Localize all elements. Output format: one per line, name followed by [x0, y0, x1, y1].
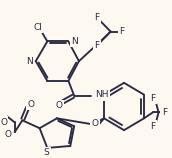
- Text: F: F: [162, 108, 167, 117]
- Text: O: O: [0, 118, 7, 127]
- Text: O: O: [55, 101, 62, 110]
- Text: F: F: [120, 27, 125, 36]
- Text: F: F: [95, 13, 100, 22]
- Text: Cl: Cl: [33, 23, 42, 32]
- Text: F: F: [95, 41, 100, 50]
- Text: O: O: [28, 100, 34, 109]
- Text: S: S: [44, 148, 49, 157]
- Text: O: O: [5, 130, 12, 139]
- Text: F: F: [150, 122, 155, 131]
- Text: N: N: [71, 37, 78, 46]
- Text: N: N: [26, 57, 33, 66]
- Text: O: O: [92, 119, 99, 128]
- Text: NH: NH: [95, 90, 109, 99]
- Text: F: F: [150, 94, 155, 103]
